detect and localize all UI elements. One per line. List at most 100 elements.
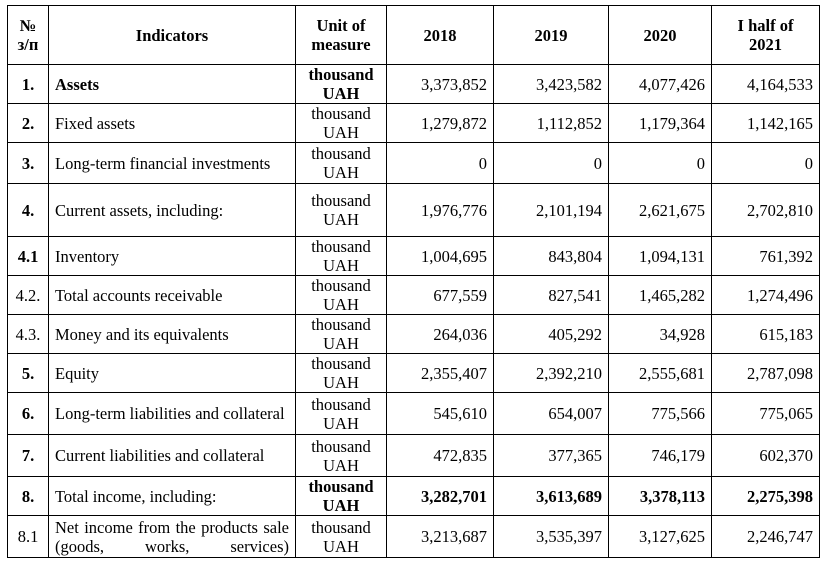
- row-indicator: Total income, including:: [48, 476, 296, 516]
- row-indicator: Long-term financial investments: [48, 142, 296, 184]
- value-2018: 264,036: [386, 314, 494, 354]
- table-row: 4.2. Total accounts receivable thousand …: [7, 275, 820, 315]
- header-2020: 2020: [608, 5, 712, 65]
- value-half-2021: 1,142,165: [711, 103, 820, 143]
- row-unit: thousand UAH: [295, 353, 387, 393]
- value-half-2021: 4,164,533: [711, 64, 820, 104]
- row-unit: thousand UAH: [295, 64, 387, 104]
- header-row: № з/п Indicators Unit of measure 2018 20…: [7, 5, 820, 65]
- row-unit: thousand UAH: [295, 434, 387, 477]
- header-half-2021: I half of 2021: [711, 5, 820, 65]
- value-2018: 3,373,852: [386, 64, 494, 104]
- value-half-2021: 615,183: [711, 314, 820, 354]
- table-row: 8. Total income, including: thousand UAH…: [7, 476, 820, 516]
- value-half-2021: 775,065: [711, 392, 820, 435]
- row-number: 4.2.: [7, 275, 49, 315]
- value-2020: 0: [608, 142, 712, 184]
- table-row: 5. Equity thousand UAH 2,355,407 2,392,2…: [7, 353, 820, 393]
- row-indicator: Current liabilities and collateral: [48, 434, 296, 477]
- value-2018: 3,282,701: [386, 476, 494, 516]
- value-2020: 746,179: [608, 434, 712, 477]
- value-2019: 3,613,689: [493, 476, 609, 516]
- value-2018: 677,559: [386, 275, 494, 315]
- table-row: 4.3. Money and its equivalents thousand …: [7, 314, 820, 354]
- row-unit: thousand UAH: [295, 275, 387, 315]
- row-number: 6.: [7, 392, 49, 435]
- value-2019: 654,007: [493, 392, 609, 435]
- value-2020: 4,077,426: [608, 64, 712, 104]
- value-2019: 3,535,397: [493, 515, 609, 558]
- value-2020: 775,566: [608, 392, 712, 435]
- header-unit: Unit of measure: [295, 5, 387, 65]
- value-2020: 3,127,625: [608, 515, 712, 558]
- table-row: 2. Fixed assets thousand UAH 1,279,872 1…: [7, 103, 820, 143]
- value-2020: 3,378,113: [608, 476, 712, 516]
- row-indicator: Net income from the products sale (goods…: [48, 515, 296, 558]
- row-unit: thousand UAH: [295, 392, 387, 435]
- row-indicator: Total accounts receivable: [48, 275, 296, 315]
- value-half-2021: 602,370: [711, 434, 820, 477]
- row-indicator: Fixed assets: [48, 103, 296, 143]
- financial-indicators-table-container: № з/п Indicators Unit of measure 2018 20…: [7, 5, 820, 565]
- value-half-2021: 2,787,098: [711, 353, 820, 393]
- row-number: 3.: [7, 142, 49, 184]
- value-2019: 827,541: [493, 275, 609, 315]
- row-number: 4.: [7, 183, 49, 237]
- row-number: 1.: [7, 64, 49, 104]
- value-2020: 34,928: [608, 314, 712, 354]
- table-row: 3. Long-term financial investments thous…: [7, 142, 820, 184]
- value-half-2021: 2,246,747: [711, 515, 820, 558]
- value-2018: 3,213,687: [386, 515, 494, 558]
- value-2018: 2,355,407: [386, 353, 494, 393]
- value-2020: 1,094,131: [608, 236, 712, 276]
- row-number: 8.1: [7, 515, 49, 558]
- value-2020: 2,555,681: [608, 353, 712, 393]
- value-2020: 2,621,675: [608, 183, 712, 237]
- value-2019: 843,804: [493, 236, 609, 276]
- value-half-2021: 2,702,810: [711, 183, 820, 237]
- value-half-2021: 761,392: [711, 236, 820, 276]
- row-unit: thousand UAH: [295, 183, 387, 237]
- row-indicator: Current assets, including:: [48, 183, 296, 237]
- row-indicator: Money and its equivalents: [48, 314, 296, 354]
- row-unit: thousand UAH: [295, 103, 387, 143]
- table-row: 6. Long-term liabilities and collateral …: [7, 392, 820, 435]
- table-row: 4. Current assets, including: thousand U…: [7, 183, 820, 237]
- row-indicator: Assets: [48, 64, 296, 104]
- row-number: 4.3.: [7, 314, 49, 354]
- value-half-2021: 2,275,398: [711, 476, 820, 516]
- value-2018: 1,976,776: [386, 183, 494, 237]
- row-number: 4.1: [7, 236, 49, 276]
- row-unit: thousand UAH: [295, 476, 387, 516]
- row-unit: thousand UAH: [295, 236, 387, 276]
- header-2018: 2018: [386, 5, 494, 65]
- row-number: 5.: [7, 353, 49, 393]
- value-2018: 0: [386, 142, 494, 184]
- row-unit: thousand UAH: [295, 515, 387, 558]
- value-2018: 1,004,695: [386, 236, 494, 276]
- value-2019: 0: [493, 142, 609, 184]
- value-2019: 3,423,582: [493, 64, 609, 104]
- value-2019: 1,112,852: [493, 103, 609, 143]
- value-half-2021: 0: [711, 142, 820, 184]
- value-2019: 377,365: [493, 434, 609, 477]
- table-row: 8.1 Net income from the products sale (g…: [7, 515, 820, 558]
- header-2019: 2019: [493, 5, 609, 65]
- header-number: № з/п: [7, 5, 49, 65]
- row-unit: thousand UAH: [295, 314, 387, 354]
- value-2020: 1,465,282: [608, 275, 712, 315]
- value-2020: 1,179,364: [608, 103, 712, 143]
- row-number: 7.: [7, 434, 49, 477]
- value-2018: 1,279,872: [386, 103, 494, 143]
- value-2019: 405,292: [493, 314, 609, 354]
- row-number: 2.: [7, 103, 49, 143]
- value-half-2021: 1,274,496: [711, 275, 820, 315]
- header-indicators: Indicators: [48, 5, 296, 65]
- row-unit: thousand UAH: [295, 142, 387, 184]
- table-row: 1. Assets thousand UAH 3,373,852 3,423,5…: [7, 64, 820, 104]
- value-2018: 545,610: [386, 392, 494, 435]
- value-2018: 472,835: [386, 434, 494, 477]
- financial-indicators-table: № з/п Indicators Unit of measure 2018 20…: [7, 5, 820, 558]
- value-2019: 2,392,210: [493, 353, 609, 393]
- row-number: 8.: [7, 476, 49, 516]
